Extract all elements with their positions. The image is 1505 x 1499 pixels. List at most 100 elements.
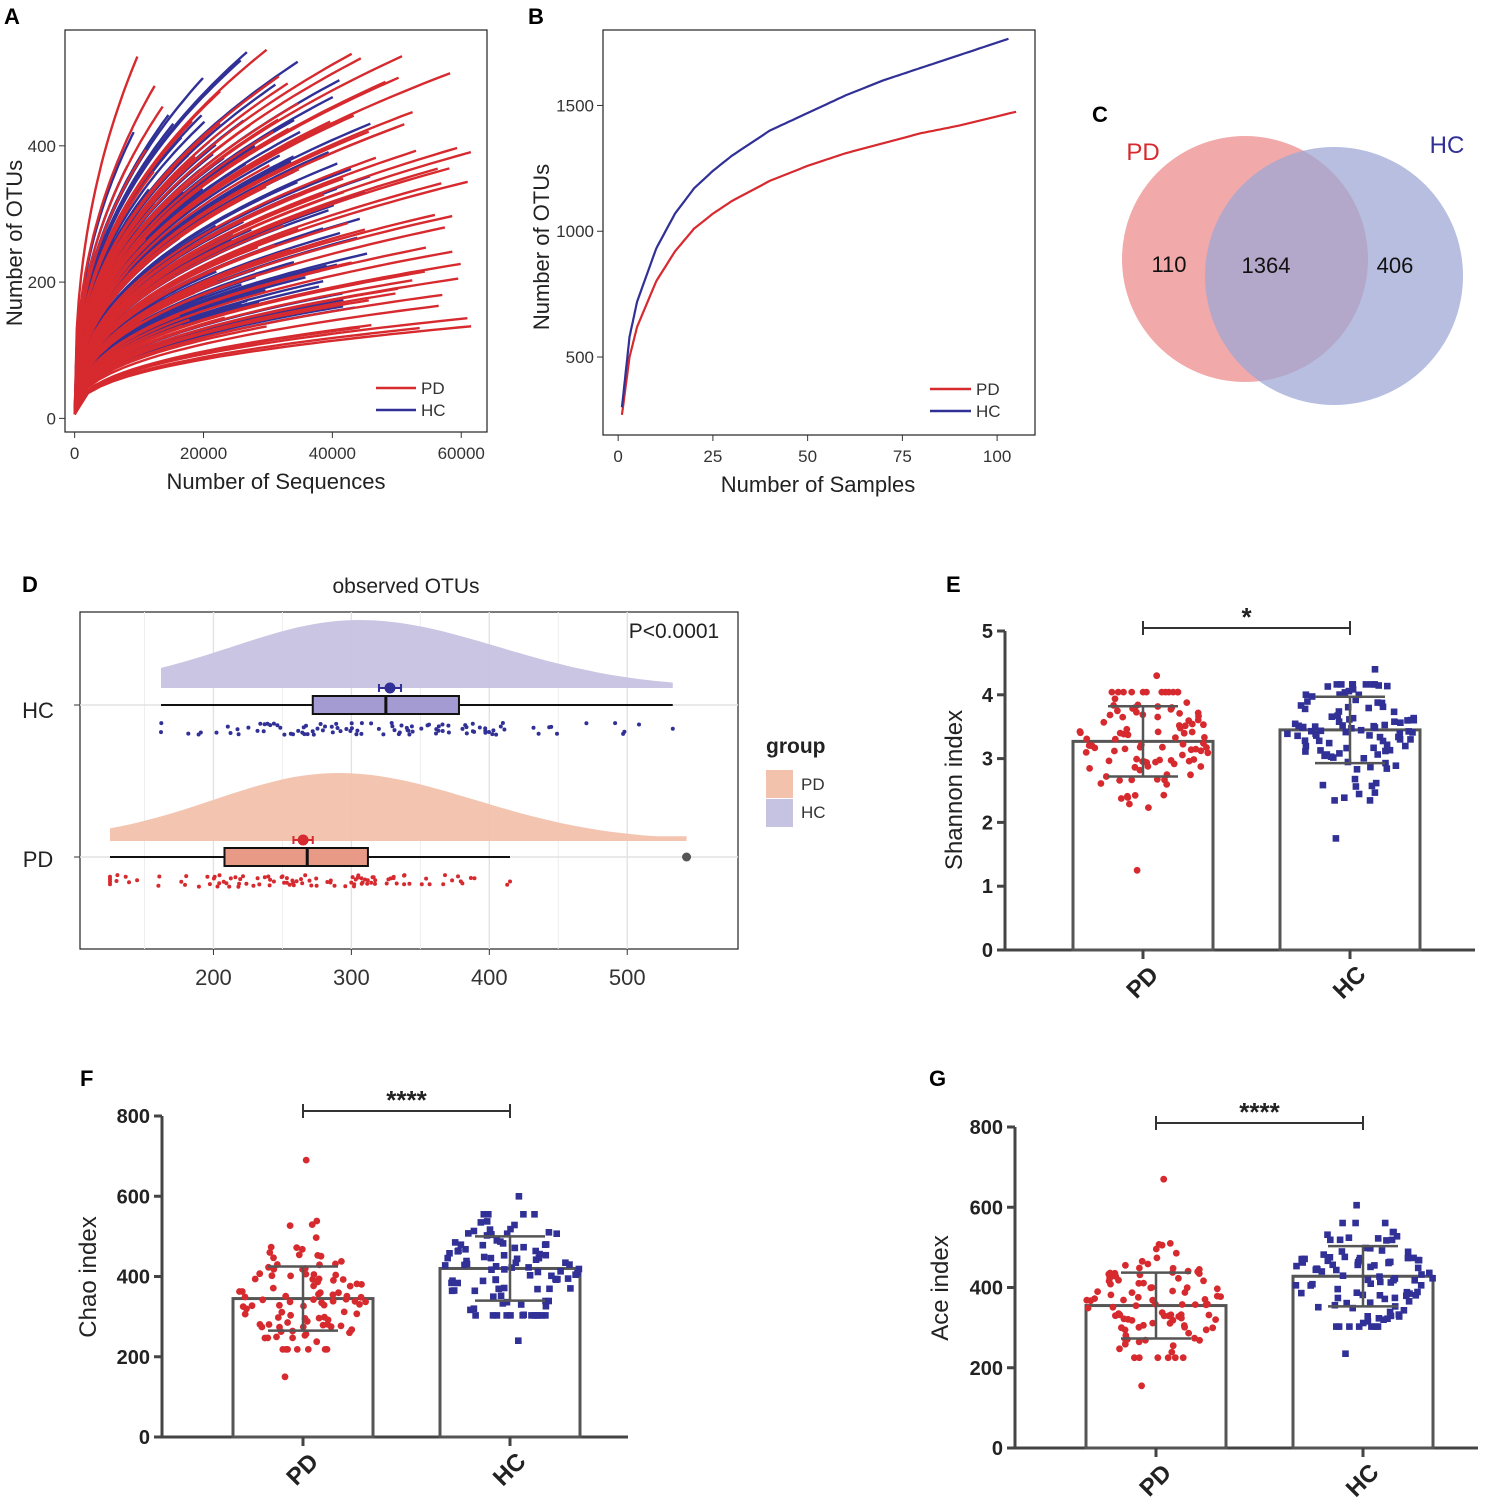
panel-b-ylabel: Number of OTUs xyxy=(529,164,554,330)
panel-d-pd-point xyxy=(241,874,245,879)
panel-g-pd-point xyxy=(1109,1303,1117,1311)
panel-f-hc-point xyxy=(542,1251,550,1259)
panel-d-pd-point xyxy=(221,879,226,884)
panel-g-pd-point xyxy=(1134,1293,1142,1301)
panel-b-hc-curve xyxy=(620,37,1009,408)
panel-a-pd-curve xyxy=(73,52,353,415)
panel-f-ytick-label: 600 xyxy=(117,1186,150,1208)
panel-e-pd-point xyxy=(1111,695,1119,703)
panel-e-hc-point xyxy=(1379,703,1387,711)
panel-g-hc-point xyxy=(1364,1318,1372,1325)
panel-f-hc-point xyxy=(492,1263,500,1270)
panel-e-pd-point xyxy=(1143,759,1151,766)
panel-e-pd-point xyxy=(1133,708,1140,716)
panel-e-hc-point xyxy=(1319,781,1327,789)
panel-f-hc-point xyxy=(461,1261,468,1269)
panel-d-pd-point xyxy=(233,875,238,880)
panel-f-pd-point xyxy=(346,1282,354,1290)
panel-e-hc-point xyxy=(1365,704,1372,712)
panel-d-pd-point xyxy=(215,884,220,889)
panel-d-hc-point xyxy=(355,728,360,733)
panel-e-hc-point xyxy=(1371,666,1379,673)
panel-d-hc-point xyxy=(483,726,488,731)
panel-d-hc-point xyxy=(262,722,267,727)
panel-f-pd-point xyxy=(304,1346,312,1353)
panel-e-hc-point xyxy=(1370,722,1377,730)
panel-g-hc-point xyxy=(1341,1253,1349,1261)
panel-d-hc-point xyxy=(397,730,402,735)
panel-g-hc-point xyxy=(1367,1245,1374,1252)
panel-g-hc-point xyxy=(1411,1277,1418,1284)
panel-e-pd-point xyxy=(1180,729,1188,737)
panel-f-hc-point xyxy=(492,1276,500,1284)
panel-d-hc-density xyxy=(161,620,673,688)
panel-d-pd-point xyxy=(309,883,314,888)
panel-d-title: observed OTUs xyxy=(332,575,479,598)
panel-e-ytick-label: 4 xyxy=(982,685,994,707)
panel-g-pd-point xyxy=(1213,1285,1221,1293)
panel-label-g: G xyxy=(929,1066,946,1091)
panel-f-hc-point xyxy=(472,1312,479,1319)
panel-d-legend-pd: PD xyxy=(801,775,825,794)
panel-e-pd-point xyxy=(1121,745,1129,753)
panel-f-hc-point xyxy=(545,1229,553,1236)
panel-e-hc-point xyxy=(1304,698,1311,705)
panel-g-hc-point xyxy=(1343,1299,1350,1307)
panel-g-hc-point xyxy=(1381,1219,1389,1227)
panel-g-hc-point xyxy=(1307,1282,1314,1289)
panel-g-hc-point xyxy=(1315,1303,1322,1311)
panel-d-hc-point xyxy=(335,726,340,730)
panel-e-hc-point xyxy=(1372,779,1380,787)
panel-g-pd-point xyxy=(1175,1274,1182,1282)
panel-g-hc-point xyxy=(1426,1269,1433,1277)
panel-e-hc-point xyxy=(1333,681,1341,688)
panel-e-hc-point xyxy=(1308,693,1316,700)
panel-g-pd-point xyxy=(1169,1316,1177,1324)
panel-a-pd-curve xyxy=(73,318,190,415)
panel-g-pd-point xyxy=(1106,1274,1114,1282)
panel-f-hc-point xyxy=(512,1259,520,1267)
panel-f-hc-point xyxy=(503,1230,511,1237)
panel-d-hc-point xyxy=(349,721,354,726)
panel-f-hc-point xyxy=(515,1193,523,1200)
panel-b-legend-pd: PD xyxy=(976,380,1000,399)
panel-d-pd-point xyxy=(279,875,284,880)
panel-a-pd-curve xyxy=(73,180,468,415)
panel-g-hc-point xyxy=(1346,1323,1353,1330)
panel-d-pd-point xyxy=(360,880,365,885)
panel-b-curves xyxy=(620,37,1017,416)
panel-d-pd-point xyxy=(369,880,374,885)
panel-g-hc-point xyxy=(1367,1263,1374,1271)
panel-a-pd-curve xyxy=(73,262,461,415)
panel-f-pd-point xyxy=(338,1258,345,1265)
panel-d-pd-point xyxy=(468,876,473,880)
panel-e-pd-point xyxy=(1192,745,1200,753)
panel-f-hc-point xyxy=(500,1252,508,1259)
panel-d-hc-point xyxy=(214,730,219,735)
panel-d-hc-point xyxy=(491,728,496,733)
panel-f-hc-point xyxy=(511,1221,518,1229)
panel-b-ytick-label: 1000 xyxy=(556,222,594,241)
panel-f-hc-point xyxy=(483,1218,491,1225)
panel-label-b: B xyxy=(528,4,544,29)
panel-d-pd-point xyxy=(419,882,424,887)
panel-f-hc-point xyxy=(463,1257,470,1265)
panel-e-ytick-label: 2 xyxy=(982,812,993,834)
panel-a-pd-curve xyxy=(73,126,397,415)
panel-g-pd-point xyxy=(1166,1240,1174,1247)
panel-g-pd-point xyxy=(1177,1311,1185,1318)
panel-f-pd-point xyxy=(236,1288,243,1295)
panel-d-hc-point xyxy=(434,727,439,732)
panel-e-hc-point xyxy=(1345,687,1353,695)
panel-f-pd-point xyxy=(269,1284,277,1292)
panel-label-a: A xyxy=(4,4,20,29)
panel-g-pd-point xyxy=(1164,1354,1172,1362)
venn-intersection: 1364 xyxy=(1242,253,1291,278)
panel-g-hc-point xyxy=(1364,1276,1372,1284)
panel-d-pd-point xyxy=(371,875,376,880)
panel-g-pd-point xyxy=(1135,1354,1143,1362)
panel-e-hc-point xyxy=(1352,783,1360,790)
panel-e-hc-point xyxy=(1383,765,1391,772)
panel-g-hc-point xyxy=(1298,1256,1305,1263)
panel-e-hc-point xyxy=(1352,696,1359,704)
